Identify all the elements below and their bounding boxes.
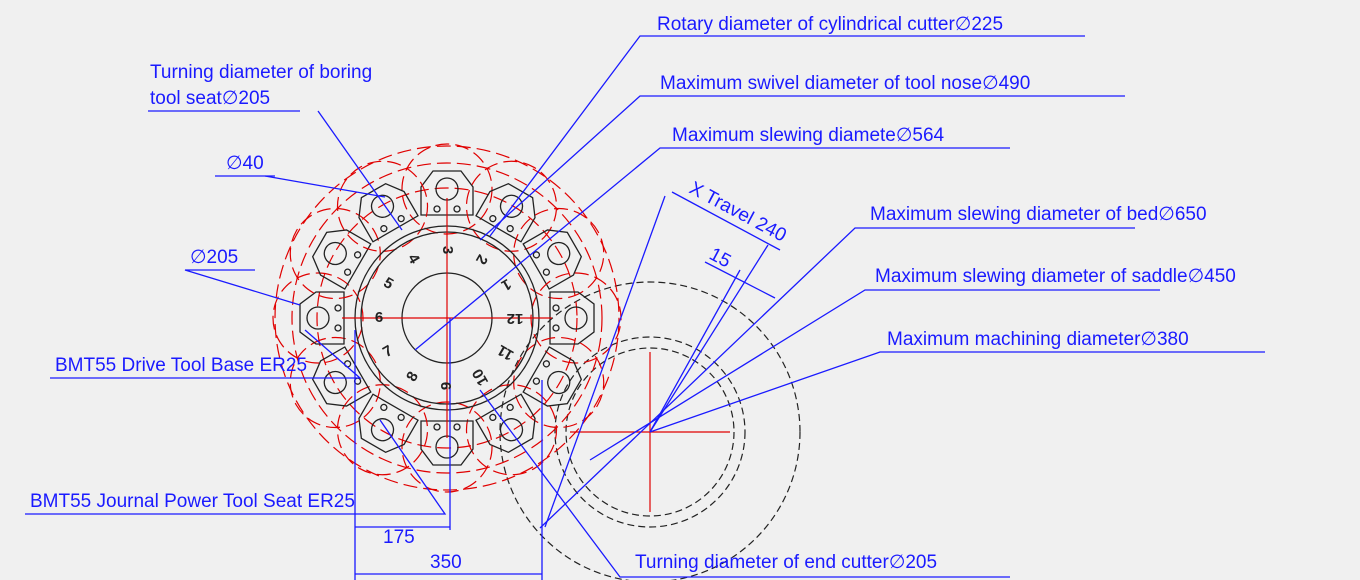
label: BMT55 Journal Power Tool Seat ER25 — [30, 491, 355, 512]
label: ∅40 — [226, 153, 264, 174]
label: tool seat∅205 — [150, 88, 270, 109]
label: Maximum slewing diameter of bed∅650 — [870, 204, 1207, 225]
label: ∅205 — [190, 247, 238, 268]
label: 175 — [383, 527, 415, 548]
label: Maximum slewing diamete∅564 — [672, 125, 945, 146]
label: Rotary diameter of cylindrical cutter∅22… — [657, 14, 1003, 35]
turret-number: 9 — [438, 382, 455, 390]
turret-number: 12 — [507, 310, 524, 327]
label: Turning diameter of boring — [150, 62, 372, 83]
label: BMT55 Drive Tool Base ER25 — [55, 355, 307, 376]
label: Maximum machining diameter∅380 — [887, 329, 1189, 350]
turret-number: 6 — [375, 309, 383, 326]
label: Maximum swivel diameter of tool nose∅490 — [660, 73, 1030, 94]
turret-number: 3 — [439, 246, 456, 254]
label: Maximum slewing diameter of saddle∅450 — [875, 266, 1236, 287]
drawing: Rotary diameter of cylindrical cutter∅22… — [0, 0, 1360, 580]
label: 350 — [430, 552, 462, 573]
label: Turning diameter of end cutter∅205 — [635, 552, 937, 573]
